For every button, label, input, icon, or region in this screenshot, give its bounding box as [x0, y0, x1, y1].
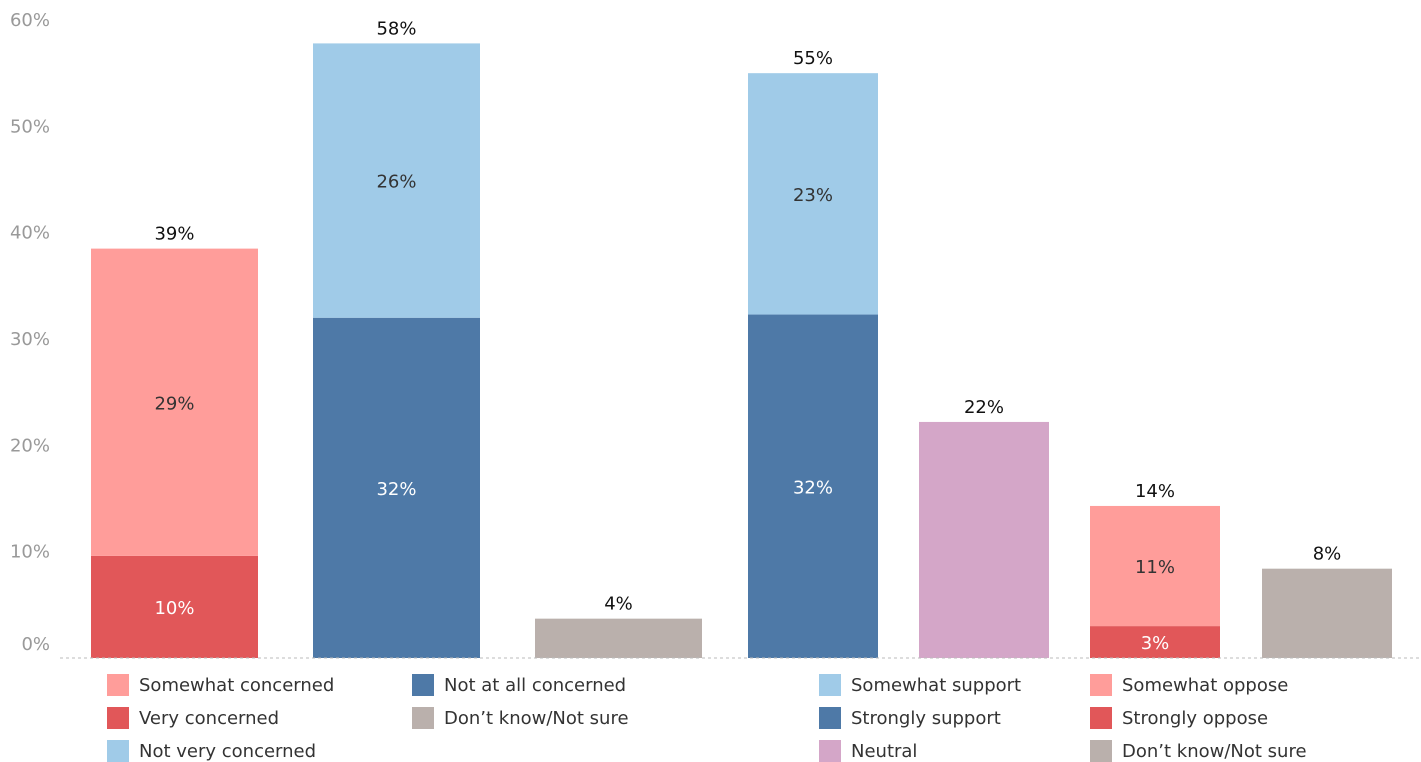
bar-segment: [313, 317, 480, 658]
legend-item: Strongly support: [819, 707, 1001, 729]
legend-label: Strongly support: [851, 707, 1001, 729]
legend-label: Strongly oppose: [1122, 707, 1269, 729]
y-axis: 0% 10% 20% 30% 40% 50% 60%: [10, 10, 50, 655]
bar-total-label: 55%: [793, 48, 833, 69]
segment-data-label: 32%: [376, 479, 416, 500]
bar-segment: [919, 421, 1049, 658]
segment-data-label: 23%: [793, 185, 833, 206]
y-tick-label: 50%: [10, 116, 50, 137]
bar-group: 32% 26% 58%: [313, 18, 480, 658]
legend-swatch: [1090, 707, 1112, 729]
legend-swatch: [1090, 674, 1112, 696]
legend-label: Somewhat support: [851, 674, 1022, 696]
legend-label: Neutral: [851, 740, 918, 762]
legend-label: Somewhat oppose: [1122, 674, 1289, 696]
bar-group: 22%: [919, 397, 1049, 658]
legend-item: Somewhat oppose: [1090, 674, 1288, 696]
segment-data-label: 26%: [376, 172, 416, 193]
legend-label: Not at all concerned: [444, 674, 627, 696]
bar-segment: [748, 314, 878, 658]
bar-segment: [1090, 505, 1220, 627]
segment-data-label: 3%: [1141, 633, 1170, 654]
bar-group: 3% 11% 14%: [1090, 481, 1220, 658]
bar-total-label: 8%: [1313, 544, 1342, 565]
legend-item: Strongly oppose: [1090, 707, 1268, 729]
bar-total-label: 58%: [376, 18, 416, 39]
bar-segment: [91, 248, 258, 556]
legend-item: Don’t know/Not sure: [1090, 740, 1307, 762]
bar-group: 10% 29% 39%: [91, 224, 258, 658]
legend-item: Somewhat concerned: [107, 674, 334, 696]
legend-swatch: [412, 707, 434, 729]
bar-total-label: 4%: [604, 594, 633, 615]
y-tick-label: 0%: [21, 634, 50, 655]
bar-group: 8%: [1262, 544, 1392, 658]
legend-swatch: [819, 674, 841, 696]
bar-segment: [1262, 568, 1392, 658]
y-tick-label: 40%: [10, 223, 50, 244]
legend-label: Don’t know/Not sure: [1122, 740, 1307, 762]
y-tick-label: 20%: [10, 435, 50, 456]
bar-total-label: 14%: [1135, 481, 1175, 502]
legend-swatch: [107, 707, 129, 729]
legend-swatch: [412, 674, 434, 696]
legend-label: Don’t know/Not sure: [444, 707, 629, 729]
y-tick-label: 30%: [10, 329, 50, 350]
legend-item: Somewhat support: [819, 674, 1021, 696]
bars: 10% 29% 39% 32% 26% 58% 4% 32% 23% 55% 22% 3% 11% 14%…: [91, 18, 1392, 658]
bar-segment: [91, 555, 258, 658]
segment-data-label: 10%: [154, 598, 194, 619]
legend-swatch: [819, 740, 841, 762]
bar-segment: [535, 618, 702, 658]
segment-data-label: 32%: [793, 477, 833, 498]
bar-group: 4%: [535, 594, 702, 658]
y-tick-label: 60%: [10, 10, 50, 31]
legend-label: Very concerned: [139, 707, 280, 729]
y-tick-label: 10%: [10, 542, 50, 563]
bar-segment: [1090, 626, 1220, 658]
legend-swatch: [107, 740, 129, 762]
segment-data-label: 29%: [154, 393, 194, 414]
legend-item: Not at all concerned: [412, 674, 626, 696]
bar-group: 32% 23% 55%: [748, 48, 878, 658]
legend-item: Very concerned: [107, 707, 279, 729]
legend-item: Not very concerned: [107, 740, 316, 762]
bar-total-label: 22%: [964, 397, 1004, 418]
legend-label: Somewhat concerned: [139, 674, 335, 696]
bar-segment: [748, 73, 878, 315]
stacked-bar-chart: 0% 10% 20% 30% 40% 50% 60% 10% 29% 39% 32% 26% 58% 4…: [10, 10, 1421, 659]
legend-swatch: [1090, 740, 1112, 762]
legend-swatch: [107, 674, 129, 696]
legend-swatch: [819, 707, 841, 729]
bar-segment: [313, 43, 480, 318]
legend-item: Don’t know/Not sure: [412, 707, 629, 729]
segment-data-label: 11%: [1135, 557, 1175, 578]
bar-total-label: 39%: [154, 224, 194, 245]
legend-label: Not very concerned: [139, 740, 317, 762]
legend-item: Neutral: [819, 740, 917, 762]
